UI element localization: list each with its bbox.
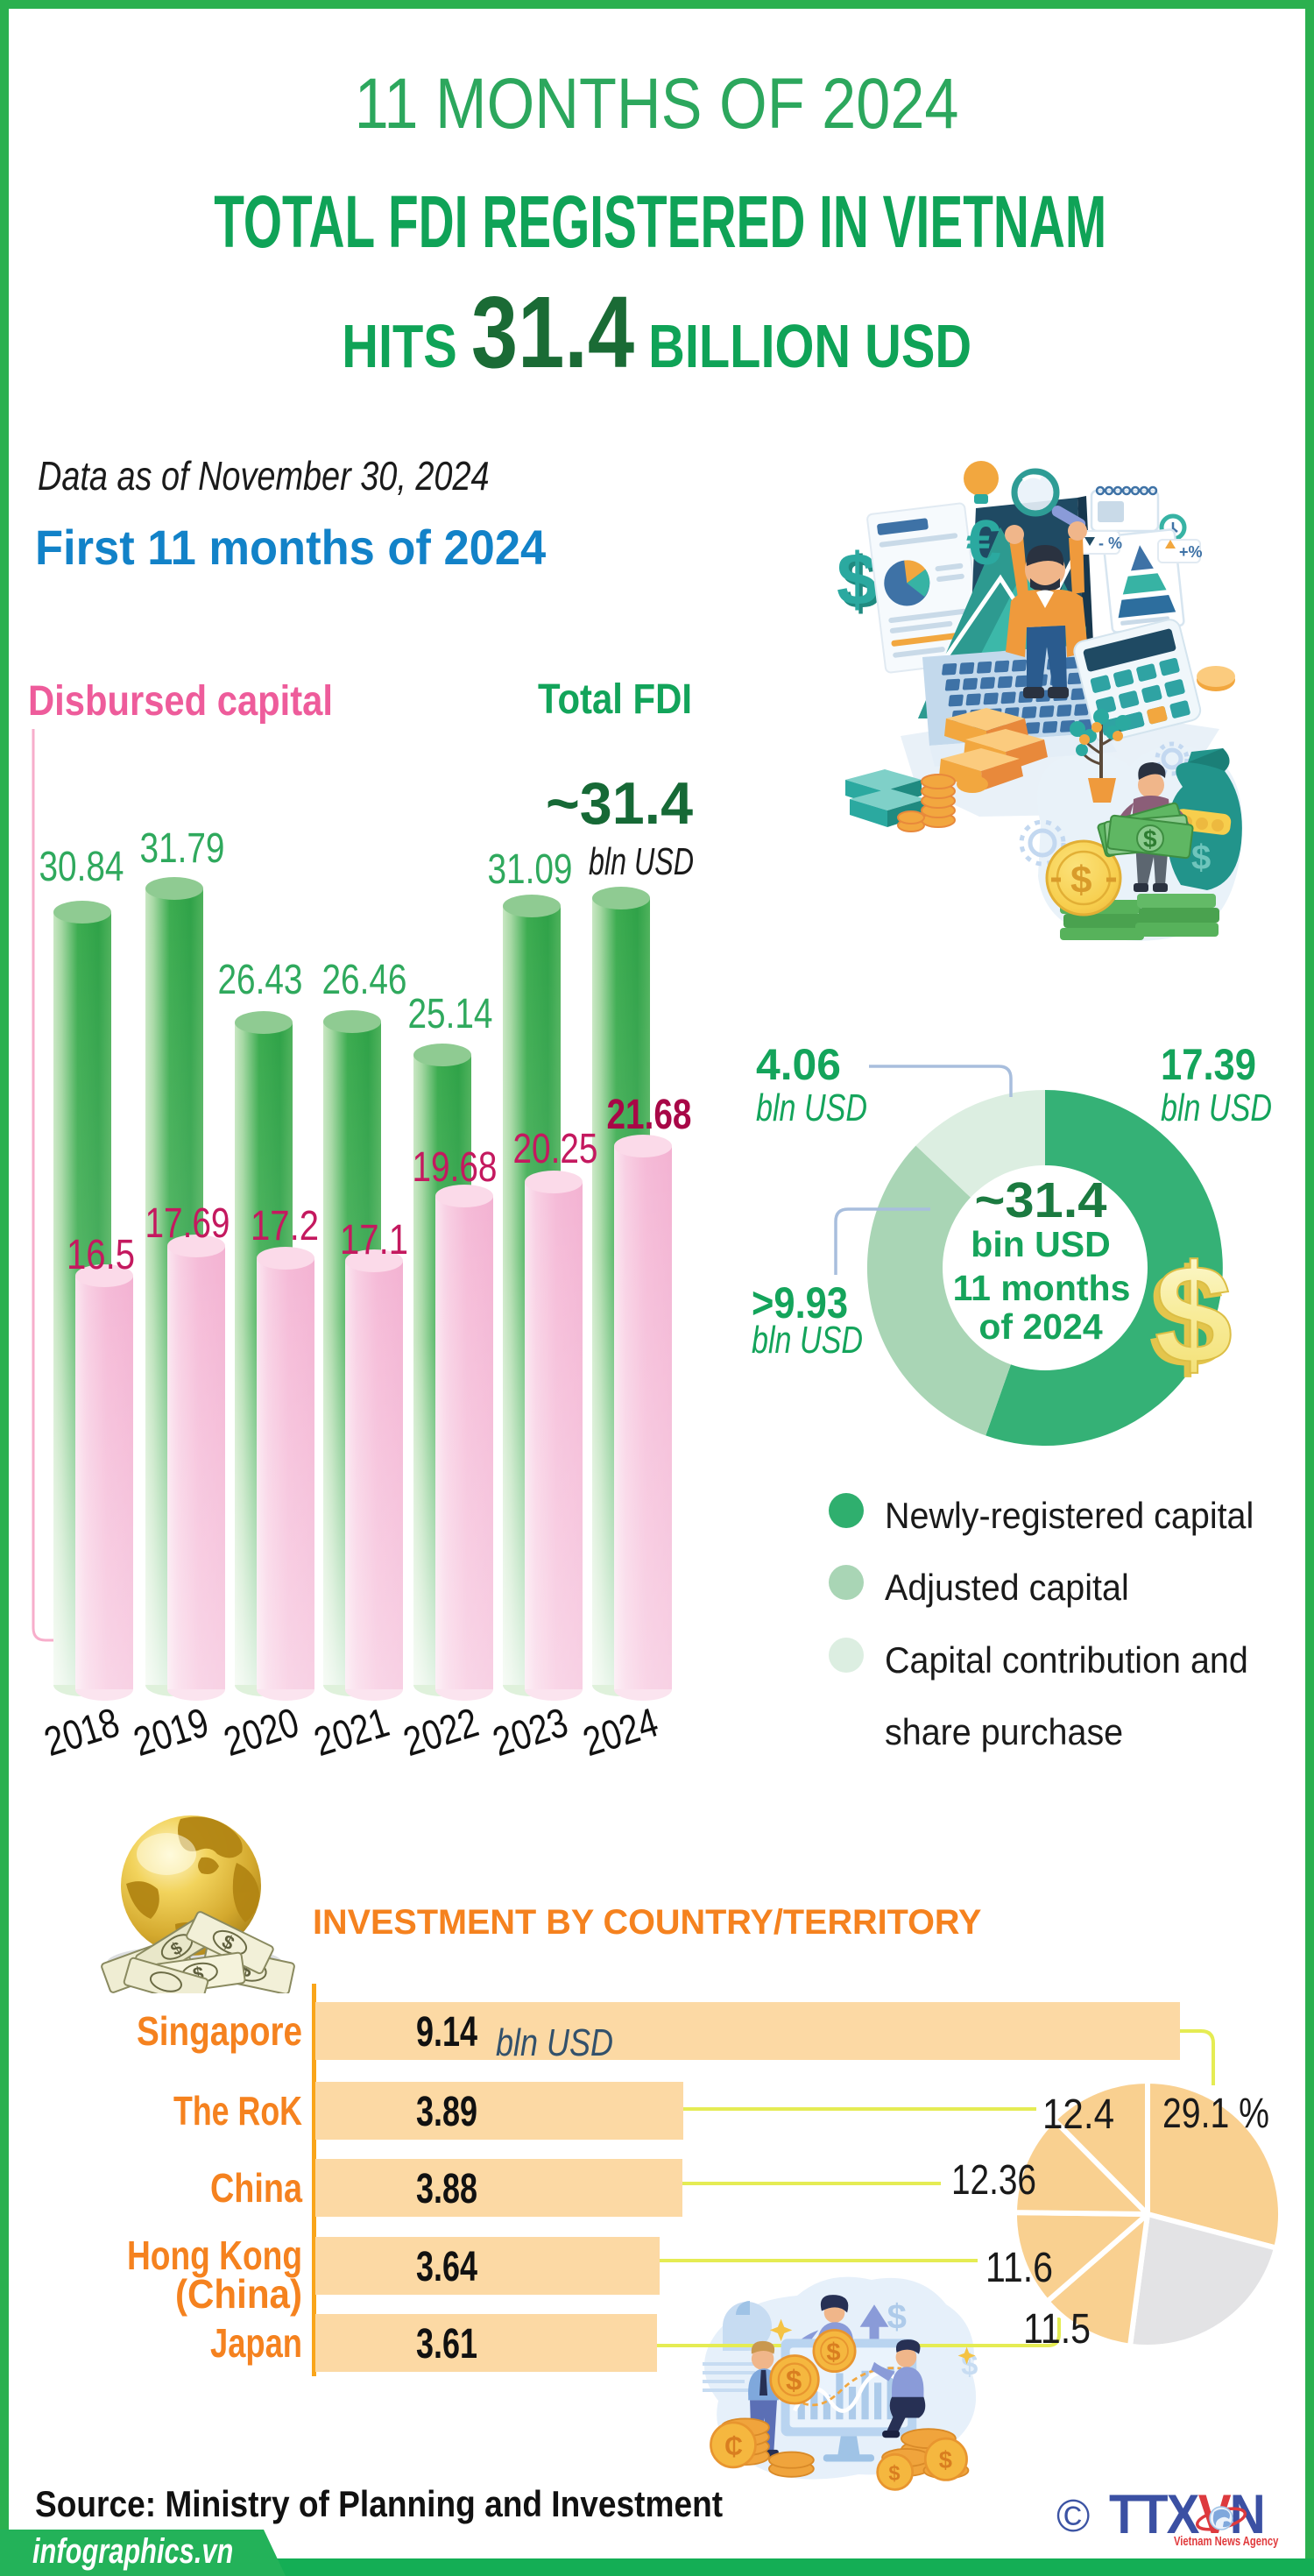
- svg-text:~31.4: ~31.4: [975, 1172, 1107, 1228]
- svg-text:29.1 %: 29.1 %: [1162, 2091, 1269, 2137]
- svg-text:2021: 2021: [308, 1698, 394, 1761]
- svg-text:21.68: 21.68: [607, 1092, 692, 1138]
- svg-text:3.64: 3.64: [416, 2244, 477, 2290]
- svg-text:Total FDI: Total FDI: [538, 676, 692, 723]
- svg-text:2024: 2024: [577, 1698, 663, 1761]
- svg-text:>9.93: >9.93: [752, 1278, 848, 1327]
- svg-text:2019: 2019: [128, 1698, 214, 1761]
- svg-text:Hong Kong: Hong Kong: [127, 2233, 302, 2278]
- svg-text:~31.4: ~31.4: [546, 770, 693, 837]
- svg-text:26.46: 26.46: [322, 957, 407, 1003]
- svg-text:12.36: 12.36: [951, 2157, 1036, 2204]
- svg-text:$: $: [888, 2462, 900, 2485]
- svg-text:- %: - %: [1099, 534, 1122, 552]
- svg-text:$: $: [1191, 839, 1211, 877]
- svg-text:Japan: Japan: [210, 2320, 302, 2366]
- svg-text:$: $: [939, 2446, 952, 2473]
- svg-text:The RoK: The RoK: [173, 2088, 302, 2134]
- svg-text:17.69: 17.69: [145, 1200, 230, 1247]
- svg-text:bln USD: bln USD: [1161, 1086, 1272, 1129]
- svg-text:9.14: 9.14: [416, 2009, 477, 2056]
- svg-text:China: China: [210, 2165, 302, 2211]
- svg-text:$: $: [826, 2339, 840, 2367]
- svg-text:31.09: 31.09: [488, 846, 573, 893]
- svg-text:bin USD: bin USD: [971, 1224, 1110, 1264]
- svg-text:€: €: [966, 508, 1001, 578]
- svg-text:$: $: [786, 2364, 802, 2396]
- svg-text:3.88: 3.88: [416, 2166, 477, 2212]
- svg-text:17.1: 17.1: [340, 1217, 408, 1263]
- svg-text:12.4: 12.4: [1042, 2091, 1114, 2138]
- svg-text:11.5: 11.5: [1023, 2306, 1091, 2353]
- svg-text:₵: ₵: [724, 2432, 743, 2460]
- svg-text:11 months: 11 months: [953, 1268, 1131, 1308]
- svg-text:2020: 2020: [218, 1698, 304, 1761]
- svg-text:19.68: 19.68: [413, 1144, 498, 1191]
- svg-text:Disbursed capital: Disbursed capital: [28, 678, 333, 725]
- svg-text:$: $: [1148, 1240, 1226, 1397]
- svg-text:$: $: [887, 2298, 907, 2337]
- svg-text:$: $: [1155, 1235, 1233, 1392]
- svg-text:(China): (China): [175, 2271, 302, 2317]
- svg-text:30.84: 30.84: [39, 844, 124, 890]
- svg-text:2018: 2018: [39, 1698, 124, 1761]
- svg-text:11.6: 11.6: [986, 2245, 1053, 2291]
- svg-text:25.14: 25.14: [408, 991, 493, 1037]
- svg-text:3.61: 3.61: [416, 2321, 477, 2367]
- svg-text:bln USD: bln USD: [756, 1086, 867, 1129]
- svg-text:+%: +%: [1179, 543, 1203, 561]
- svg-text:bln USD: bln USD: [496, 2021, 613, 2064]
- svg-text:20.25: 20.25: [513, 1126, 598, 1172]
- svg-text:$: $: [1070, 859, 1091, 902]
- svg-text:31.79: 31.79: [140, 825, 225, 872]
- svg-text:26.43: 26.43: [218, 957, 303, 1003]
- svg-text:bln USD: bln USD: [752, 1319, 863, 1362]
- svg-text:3.89: 3.89: [416, 2089, 477, 2135]
- svg-text:2023: 2023: [487, 1698, 573, 1761]
- svg-text:$: $: [1143, 825, 1157, 853]
- svg-text:2022: 2022: [398, 1698, 484, 1761]
- svg-text:17.2: 17.2: [251, 1203, 319, 1249]
- svg-text:4.06: 4.06: [756, 1040, 841, 1089]
- svg-text:17.39: 17.39: [1161, 1040, 1256, 1089]
- svg-text:16.5: 16.5: [67, 1232, 135, 1278]
- svg-text:Singapore: Singapore: [137, 2008, 302, 2054]
- svg-text:bln USD: bln USD: [589, 840, 694, 883]
- svg-text:of 2024: of 2024: [978, 1306, 1102, 1347]
